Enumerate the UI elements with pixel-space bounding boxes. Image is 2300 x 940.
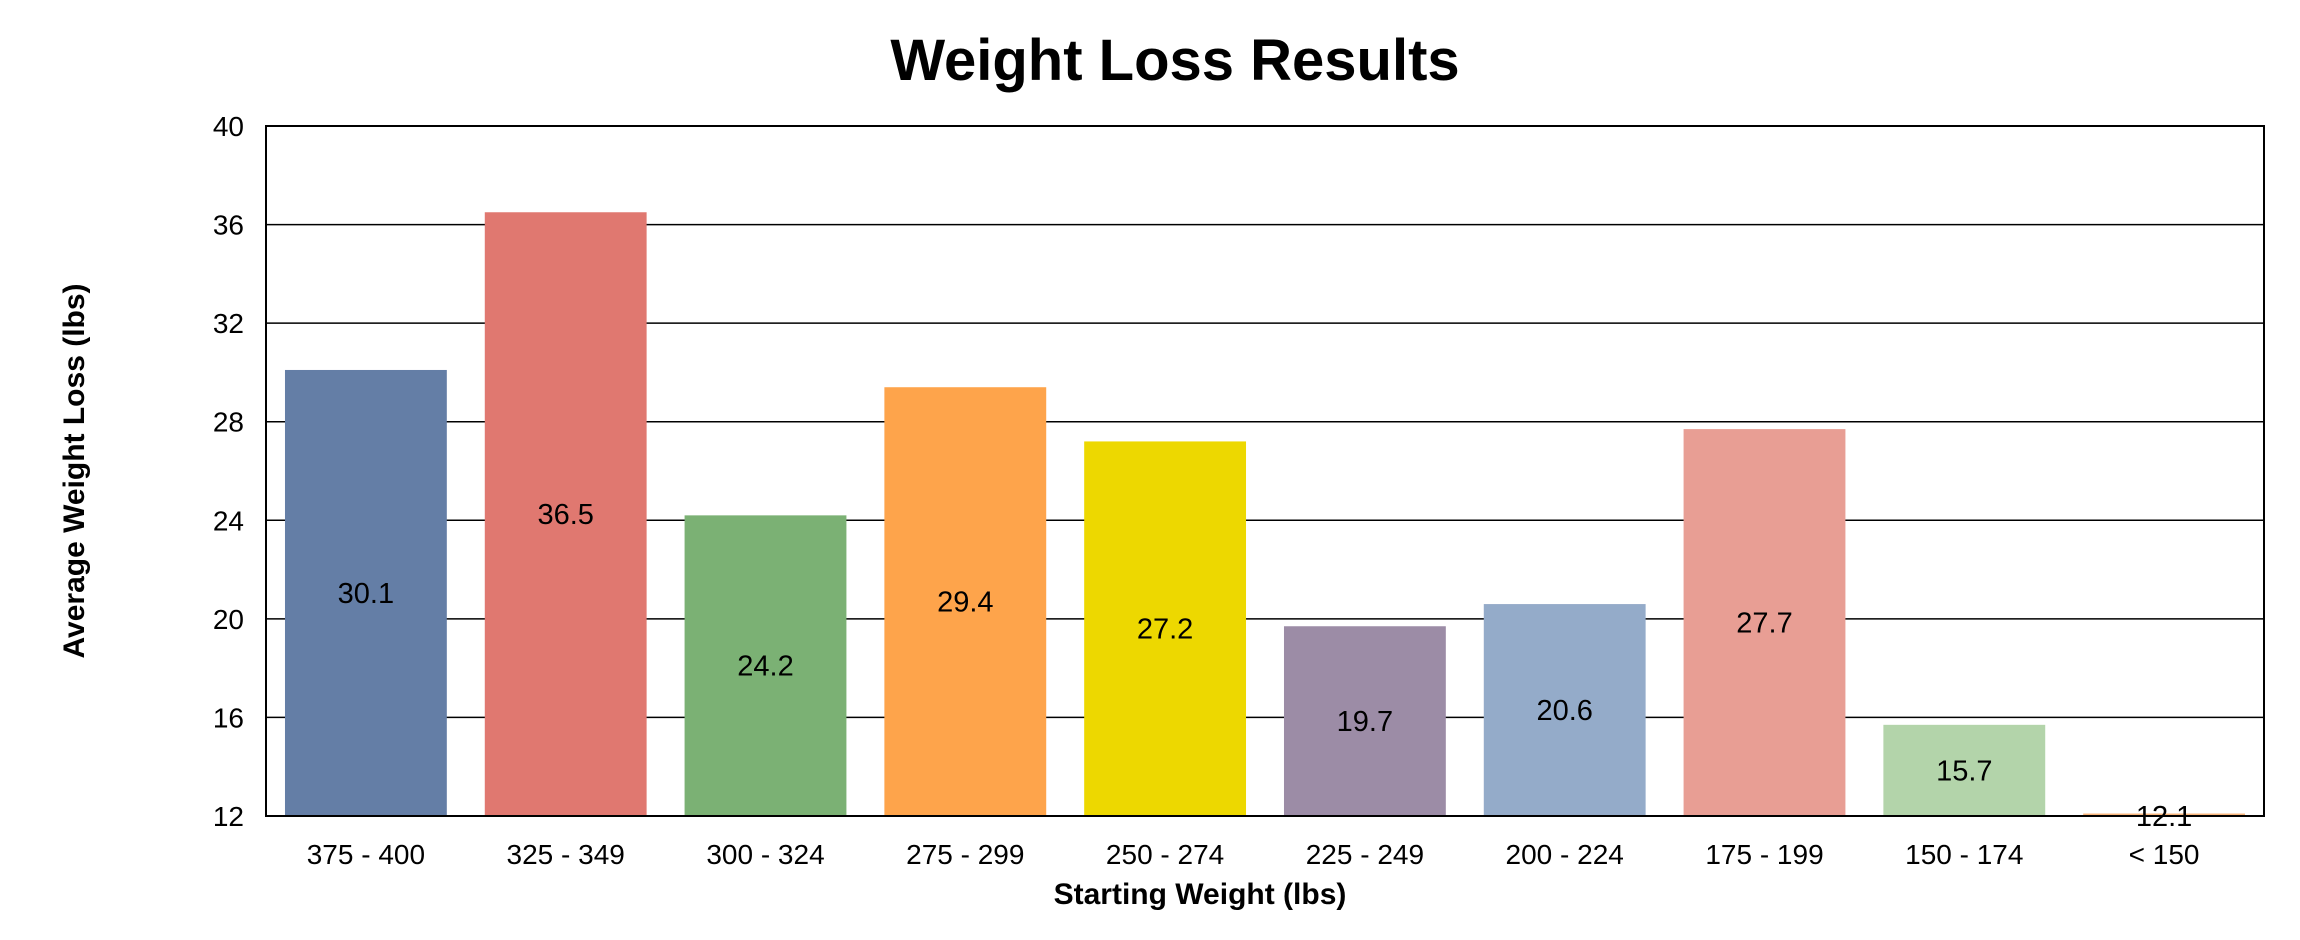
y-tick-label: 32: [213, 308, 244, 339]
data-label: 30.1: [338, 578, 394, 610]
bar: [1283, 626, 1446, 816]
bar: [684, 515, 847, 816]
y-tick-label: 28: [213, 407, 244, 438]
x-tick-label: 325 - 349: [507, 839, 625, 870]
x-tick-label: 300 - 324: [706, 839, 824, 870]
x-axis-label: Starting Weight (lbs): [1054, 878, 1347, 911]
x-tick-label: 275 - 299: [906, 839, 1024, 870]
bar: [1483, 604, 1646, 816]
x-tick-labels: 375 - 400 325 - 349 300 - 324 275 - 299 250 …: [307, 839, 2200, 870]
bar: [284, 369, 447, 816]
x-tick-label: 175 - 199: [1705, 839, 1823, 870]
bar: [884, 387, 1047, 816]
data-label: 24.2: [737, 651, 793, 683]
x-tick-label: 250 - 274: [1106, 839, 1224, 870]
y-tick-label: 36: [213, 210, 244, 241]
bar: [2083, 813, 2246, 816]
y-tick-label: 12: [213, 801, 244, 832]
data-label: 27.7: [1736, 608, 1792, 640]
chart-title: Weight Loss Results: [890, 28, 1459, 93]
data-label: 36.5: [537, 499, 593, 531]
y-tick-label: 40: [213, 111, 244, 142]
y-tick-label: 20: [213, 604, 244, 635]
y-tick-label: 24: [213, 505, 244, 536]
data-labels: 30.136.524.229.427.219.7 20.627.715.712.1: [338, 499, 2193, 833]
y-axis-label: Average Weight Loss (lbs): [58, 283, 91, 658]
y-tick-label: 16: [213, 702, 244, 733]
x-tick-label: 150 - 174: [1905, 839, 2023, 870]
x-tick-label: 200 - 224: [1506, 839, 1624, 870]
bar: [1883, 724, 2046, 816]
bars: [284, 212, 2246, 816]
data-label: 15.7: [1936, 755, 1992, 787]
y-tick-labels: 12 16 20 24 28 32 36 40: [213, 111, 244, 832]
data-label: 29.4: [937, 587, 993, 619]
bar: [484, 212, 647, 816]
x-tick-label: < 150: [2129, 839, 2200, 870]
data-label: 27.2: [1137, 614, 1193, 646]
data-label: 20.6: [1536, 695, 1592, 727]
bar: [1683, 429, 1846, 816]
plot-frame: [265, 125, 2265, 817]
bar: [1084, 441, 1247, 816]
data-label: 19.7: [1337, 706, 1393, 738]
x-tick-label: 225 - 249: [1306, 839, 1424, 870]
x-tick-label: 375 - 400: [307, 839, 425, 870]
